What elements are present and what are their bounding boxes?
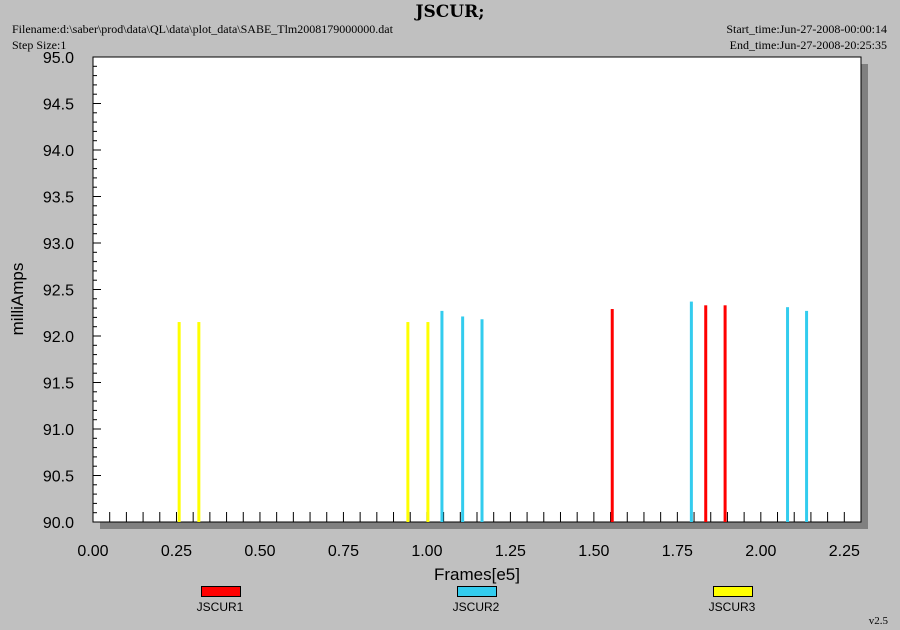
bar-jscur2 bbox=[440, 310, 444, 522]
y-tick-label: 91.0 bbox=[43, 422, 74, 439]
x-tick-label: 0.50 bbox=[244, 543, 275, 560]
bar-jscur1 bbox=[610, 309, 614, 522]
filename-label: Filename:d:\saber\prod\data\QL\data\plot… bbox=[12, 22, 393, 36]
step-size-label: Step Size:1 bbox=[12, 38, 67, 52]
axis-ticks bbox=[92, 56, 862, 523]
legend-swatch-jscur3 bbox=[713, 586, 753, 597]
legend-label-jscur2: JSCUR2 bbox=[452, 600, 500, 614]
y-tick-label: 95.0 bbox=[43, 50, 74, 67]
y-tick-label: 90.5 bbox=[43, 469, 74, 486]
end-time-label: End_time:Jun-27-2008-20:25:35 bbox=[729, 38, 887, 52]
x-tick-label: 0.25 bbox=[161, 543, 192, 560]
legend-swatch-jscur2 bbox=[457, 586, 497, 597]
start-time-label: Start_time:Jun-27-2008-00:00:14 bbox=[726, 22, 887, 36]
data-bars bbox=[177, 301, 809, 522]
y-axis-title: milliAmps bbox=[8, 263, 27, 336]
bar-jscur2 bbox=[805, 310, 809, 522]
legend-label-jscur3: JSCUR3 bbox=[708, 600, 756, 614]
y-tick-label: 92.5 bbox=[43, 283, 74, 300]
x-tick-label: 1.25 bbox=[495, 543, 526, 560]
bar-jscur1 bbox=[704, 305, 708, 522]
bar-jscur3 bbox=[197, 322, 201, 522]
y-tick-label: 93.0 bbox=[43, 236, 74, 253]
y-tick-label: 90.0 bbox=[43, 515, 74, 532]
x-tick-label: 1.75 bbox=[662, 543, 693, 560]
x-tick-label: 2.25 bbox=[829, 543, 860, 560]
tick-labels: 90.0 90.5 91.0 91.5 92.0 92.5 93.0 93.5 94.0 94.5… bbox=[43, 50, 860, 560]
x-tick-label: 1.00 bbox=[411, 543, 442, 560]
bar-jscur2 bbox=[480, 319, 484, 522]
x-tick-label: 0.00 bbox=[77, 543, 108, 560]
y-tick-label: 93.5 bbox=[43, 190, 74, 207]
legend-label-jscur1: JSCUR1 bbox=[196, 600, 244, 614]
x-tick-label: 1.50 bbox=[578, 543, 609, 560]
x-tick-label: 2.00 bbox=[745, 543, 776, 560]
bar-jscur2 bbox=[689, 301, 693, 522]
y-tick-label: 94.5 bbox=[43, 97, 74, 114]
y-tick-label: 92.0 bbox=[43, 329, 74, 346]
bar-jscur1 bbox=[723, 305, 727, 522]
plot-area bbox=[92, 56, 862, 523]
version-label: v2.5 bbox=[868, 615, 888, 627]
bar-jscur3 bbox=[177, 322, 181, 522]
y-tick-label: 94.0 bbox=[43, 143, 74, 160]
bar-jscur3 bbox=[406, 322, 410, 522]
legend-swatch-jscur1 bbox=[201, 586, 241, 597]
chart-title: JSCUR; bbox=[415, 2, 485, 22]
bar-jscur2 bbox=[786, 307, 790, 522]
bar-jscur3 bbox=[426, 322, 430, 522]
bar-jscur2 bbox=[461, 316, 465, 522]
y-tick-label: 91.5 bbox=[43, 376, 74, 393]
x-axis-title: Frames[e5] bbox=[434, 565, 520, 584]
x-tick-label: 0.75 bbox=[328, 543, 359, 560]
